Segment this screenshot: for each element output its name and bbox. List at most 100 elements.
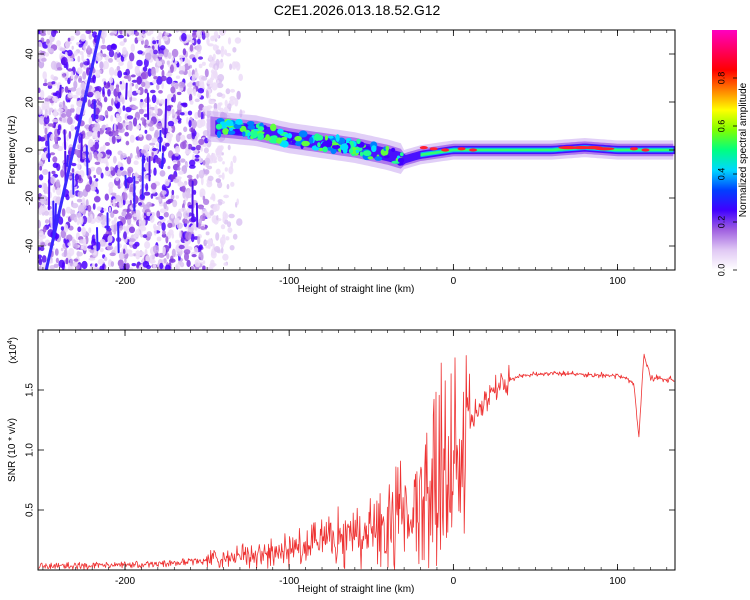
spectrogram-speck bbox=[97, 152, 103, 159]
spectrogram-speck bbox=[68, 248, 75, 256]
spectrogram-speck bbox=[128, 191, 134, 201]
spectrogram-speck bbox=[236, 198, 239, 205]
spectrogram-blob bbox=[255, 123, 260, 129]
colorbar-gradient bbox=[712, 30, 737, 270]
spectrogram-speck bbox=[215, 149, 222, 158]
spectrogram-speck bbox=[135, 83, 139, 90]
spectrogram-speck bbox=[144, 129, 148, 134]
spectrogram-speck bbox=[177, 101, 183, 110]
spectrogram-speck bbox=[51, 81, 56, 85]
spectrogram-blob bbox=[367, 156, 374, 160]
spectrogram-speck bbox=[166, 105, 172, 112]
spectrogram-speck bbox=[217, 74, 225, 82]
spectrogram-speck bbox=[125, 140, 130, 146]
spectrogram-speck bbox=[152, 244, 160, 254]
spectrogram-speck bbox=[151, 94, 157, 104]
spectrogram-speck bbox=[138, 220, 146, 229]
spectrogram-blob bbox=[294, 135, 302, 142]
y-tick-label: -20 bbox=[25, 190, 36, 205]
spectrogram-streak bbox=[47, 133, 51, 163]
spectrogram-blob bbox=[374, 156, 383, 161]
spectrogram-speck bbox=[203, 147, 209, 154]
spectrogram-blob bbox=[215, 123, 222, 130]
spectrogram-blob bbox=[277, 128, 284, 135]
spectrogram-speck bbox=[133, 160, 139, 165]
spectrogram-speck bbox=[82, 71, 87, 80]
spectrogram-speck bbox=[42, 71, 47, 80]
y-tick-label: 0 bbox=[25, 147, 36, 153]
spectrogram-speck bbox=[188, 69, 192, 78]
spectrogram-speck bbox=[48, 210, 53, 217]
spectrogram-speck bbox=[77, 190, 84, 198]
x-tick-label: 100 bbox=[609, 276, 626, 287]
spectrogram-speck bbox=[65, 206, 71, 214]
spectrogram-speck bbox=[168, 136, 172, 142]
spectrogram-speck bbox=[70, 124, 75, 132]
spectrogram-blob bbox=[257, 132, 265, 141]
spectrogram-speck bbox=[156, 122, 163, 129]
spectrogram-speck bbox=[178, 230, 182, 239]
colorbar-tick-label: 0.4 bbox=[716, 168, 726, 181]
spectrogram-speck bbox=[171, 248, 176, 258]
spectrogram-speck bbox=[196, 44, 202, 52]
spectrogram-speck bbox=[40, 89, 45, 99]
spectrogram-speck bbox=[210, 35, 216, 42]
spectrogram-speck bbox=[127, 169, 131, 177]
snr-multiplier-close: ) bbox=[8, 337, 19, 340]
colorbar: 0.0 0.2 0.4 0.6 0.8 Normalized spectral ampl… bbox=[712, 30, 749, 276]
spectrogram-speck bbox=[60, 247, 64, 252]
spectrogram-speck bbox=[223, 49, 228, 56]
spectrogram-speck bbox=[221, 172, 225, 180]
spectrogram-speck bbox=[121, 210, 127, 217]
spectrogram-speck bbox=[210, 251, 217, 256]
spectrogram-speck bbox=[117, 123, 123, 130]
spectrogram-speck bbox=[81, 197, 86, 206]
spectrogram-speck bbox=[38, 115, 45, 125]
spectrogram-speck bbox=[150, 89, 156, 94]
spectrogram-speck bbox=[205, 245, 210, 249]
spectrogram-speck bbox=[128, 30, 132, 36]
spectrogram-speck bbox=[188, 93, 193, 102]
spectrogram-speck bbox=[145, 183, 149, 192]
spectrogram-speck bbox=[198, 138, 205, 145]
spectrogram-speck bbox=[223, 262, 227, 266]
spectrogram-speck bbox=[119, 41, 125, 46]
spectrogram-speck bbox=[198, 218, 202, 225]
spectrogram-speck bbox=[95, 86, 102, 93]
spectrogram-speck bbox=[145, 255, 150, 262]
spectrogram-speck bbox=[109, 32, 115, 36]
spectrogram-speck bbox=[56, 40, 61, 47]
spectrogram-speck bbox=[158, 38, 162, 48]
spectrogram-speck bbox=[194, 98, 200, 103]
spectrogram-speck bbox=[99, 247, 104, 253]
spectrogram-speck bbox=[171, 233, 175, 239]
spectrogram-speck bbox=[213, 70, 218, 75]
spectrogram-speck bbox=[77, 226, 82, 233]
spectrogram-x-ticks: -200 -100 0 100 bbox=[42, 30, 668, 287]
spectrogram-speck bbox=[136, 76, 142, 85]
spectrogram-blob bbox=[280, 140, 289, 148]
spectrogram-speck bbox=[45, 140, 48, 147]
spectrogram-streak bbox=[164, 98, 168, 139]
spectrogram-speck bbox=[50, 74, 55, 80]
spectrogram-speck bbox=[102, 60, 109, 70]
snr-x-ticks: -200 -100 0 100 bbox=[42, 330, 668, 587]
spectrogram-speck bbox=[81, 53, 84, 62]
spectrogram-hotspot bbox=[419, 146, 428, 150]
spectrogram-ridge-band bbox=[210, 116, 674, 169]
spectrogram-speck bbox=[195, 51, 199, 60]
spectrogram-speck bbox=[156, 60, 163, 67]
spectrogram-speck bbox=[108, 206, 112, 213]
spectrogram-speck bbox=[137, 36, 144, 42]
spectrogram-speck bbox=[198, 56, 203, 60]
spectrogram-speck bbox=[77, 204, 85, 213]
spectrogram-speck bbox=[172, 199, 178, 208]
spectrogram-speck bbox=[146, 201, 152, 208]
spectrogram-speck bbox=[113, 123, 117, 132]
spectrogram-speck bbox=[65, 257, 69, 265]
spectrogram-speck bbox=[197, 87, 205, 94]
spectrogram-speck bbox=[162, 230, 166, 235]
spectrogram-blob bbox=[400, 152, 404, 157]
spectrogram-speck bbox=[171, 57, 175, 61]
